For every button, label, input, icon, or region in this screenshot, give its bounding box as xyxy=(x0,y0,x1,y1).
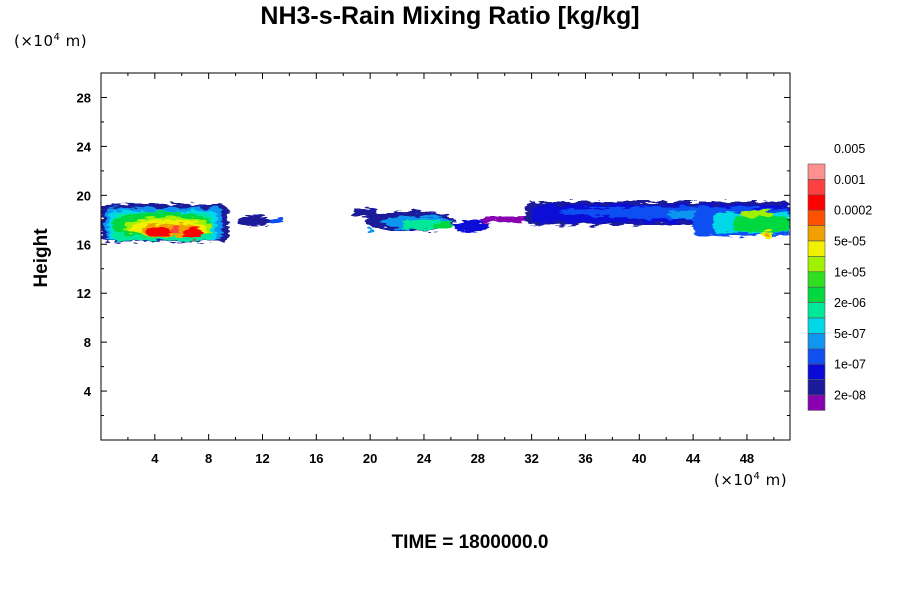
colorbar-swatch xyxy=(807,394,826,411)
band1-red-a xyxy=(145,227,172,238)
y-tick-label: 12 xyxy=(77,286,91,301)
colorbar-label: 0.0002 xyxy=(834,204,872,218)
y-tick-label: 16 xyxy=(77,237,91,252)
colorbar-swatch xyxy=(807,194,826,211)
colorbar-swatch xyxy=(807,240,826,257)
axis-ticks xyxy=(101,73,790,440)
x-tick-label: 32 xyxy=(524,451,538,466)
colorbar-label: 1e-05 xyxy=(834,265,866,279)
colorbar-swatch xyxy=(807,163,826,180)
x-tick-label: 28 xyxy=(471,451,485,466)
band1-tail xyxy=(237,216,274,227)
colorbar-swatch xyxy=(807,256,826,273)
x-tick-label: 36 xyxy=(578,451,592,466)
y-tick-label: 20 xyxy=(77,188,91,203)
band3-right-green xyxy=(733,216,790,233)
colorbar-label: 2e-06 xyxy=(834,296,866,310)
band3-right-yellowgreen xyxy=(741,209,774,218)
colorbar-label: 2e-08 xyxy=(834,389,866,403)
x-tick-labels: 4 8 12 16 20 24 28 32 36 40 44 48 xyxy=(151,451,754,466)
band1-red-c xyxy=(171,226,180,233)
colorbar-swatch xyxy=(807,363,826,380)
band1-red-b xyxy=(181,228,204,239)
x-axis-unit: (×104 m) xyxy=(714,471,787,489)
band2-green xyxy=(434,221,455,230)
mixing-ratio-field xyxy=(101,201,790,242)
x-tick-label: 12 xyxy=(255,451,269,466)
y-unit-suffix: m) xyxy=(60,32,88,50)
colorbar-swatch xyxy=(807,271,826,288)
x-tick-label: 40 xyxy=(632,451,646,466)
colorbar: 2e-08 1e-07 5e-07 2e-06 1e-05 5e-05 0.0002 0.00… xyxy=(807,142,872,411)
colorbar-swatch xyxy=(807,302,826,319)
band3-right-orange xyxy=(764,232,771,237)
colorbar-label: 0.005 xyxy=(834,142,865,156)
y-tick-label: 4 xyxy=(84,384,92,399)
colorbar-swatch xyxy=(807,225,826,242)
chart-title: NH3-s-Rain Mixing Ratio [kg/kg] xyxy=(260,2,640,30)
colorbar-label: 5e-07 xyxy=(834,327,866,341)
x-tick-label: 4 xyxy=(151,451,159,466)
colorbar-swatch xyxy=(807,286,826,303)
band1-tail-tip xyxy=(267,218,284,225)
x-tick-label: 16 xyxy=(309,451,323,466)
y-axis-unit: (×104 m) xyxy=(14,32,87,50)
x-tick-label: 20 xyxy=(363,451,377,466)
colorbar-label: 0.001 xyxy=(834,173,865,187)
colorbar-swatch xyxy=(807,379,826,396)
y-unit-prefix: (×10 xyxy=(14,32,54,50)
band2-head xyxy=(352,207,377,218)
x-tick-label: 48 xyxy=(740,451,754,466)
colorbar-swatch xyxy=(807,317,826,334)
colorbar-swatch xyxy=(807,209,826,226)
time-label: TIME = 1800000.0 xyxy=(391,532,549,553)
colorbar-swatch xyxy=(807,333,826,350)
colorbar-label: 1e-07 xyxy=(834,358,866,372)
cloud-layers xyxy=(101,201,790,242)
colorbar-label: 5e-05 xyxy=(834,235,866,249)
plot-area xyxy=(100,72,791,441)
x-unit-exponent: 4 xyxy=(753,471,761,482)
band2-tail xyxy=(453,219,490,232)
y-unit-exponent: 4 xyxy=(53,32,61,43)
colorbar-swatch xyxy=(807,348,826,365)
x-tick-label: 44 xyxy=(686,451,701,466)
plot-frame xyxy=(100,72,791,441)
y-tick-label: 24 xyxy=(77,139,92,154)
y-tick-labels: 4 8 12 16 20 24 28 xyxy=(77,90,92,399)
x-tick-label: 8 xyxy=(205,451,212,466)
x-tick-label: 24 xyxy=(417,451,432,466)
y-tick-label: 28 xyxy=(77,90,91,105)
x-unit-suffix: m) xyxy=(760,471,788,489)
colorbar-swatch xyxy=(807,179,826,196)
y-axis-label: Height xyxy=(31,228,52,288)
x-unit-prefix: (×10 xyxy=(714,471,754,489)
band2-speck xyxy=(367,227,374,232)
y-tick-label: 8 xyxy=(84,335,91,350)
